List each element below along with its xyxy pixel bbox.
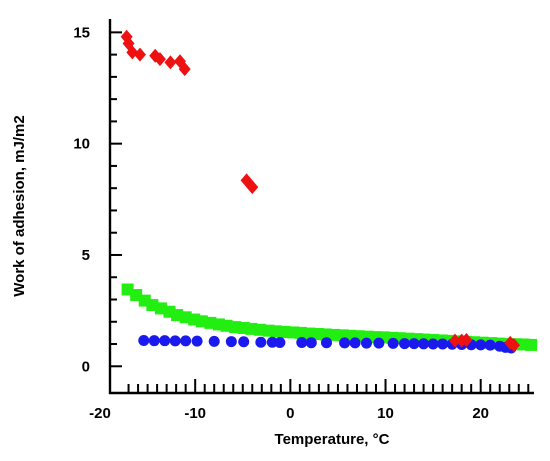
data-point-circle: [321, 337, 333, 349]
data-point-circle: [408, 338, 420, 350]
data-point-circle: [305, 337, 317, 349]
data-point-diamond: [246, 180, 259, 195]
data-point-circle: [484, 339, 496, 351]
data-point-diamond: [460, 333, 473, 348]
data-point-circle: [349, 337, 361, 349]
data-point-circle: [148, 335, 160, 347]
data-point-circle: [427, 338, 439, 350]
data-point-diamond: [178, 62, 191, 77]
x-axis-ticks: -20 -10 0 10 20: [89, 379, 530, 422]
data-point-diamond: [133, 47, 146, 62]
y-tick-label: 10: [73, 136, 90, 153]
y-tick-label: 5: [82, 247, 90, 264]
data-point-circle: [169, 335, 181, 347]
data-point-circle: [191, 335, 203, 347]
x-tick-label: -20: [89, 405, 111, 422]
plot-marks: [120, 29, 538, 354]
y-axis-title: Work of adhesion, mJ/m2: [11, 115, 28, 296]
axes: 0 5 10 15 -20 -10 0 10 20: [73, 19, 534, 422]
data-point-diamond: [164, 55, 177, 70]
data-point-circle: [399, 338, 411, 350]
data-point-circle: [387, 337, 399, 349]
y-tick-label: 15: [73, 24, 90, 41]
data-point-circle: [138, 334, 150, 346]
data-point-circle: [475, 339, 487, 351]
data-point-circle: [274, 336, 286, 348]
data-point-square: [253, 323, 266, 336]
data-point-circle: [238, 336, 250, 348]
y-tick-label: 0: [82, 358, 90, 375]
data-point-circle: [208, 335, 220, 347]
data-point-diamond: [153, 52, 166, 67]
data-point-circle: [339, 337, 351, 349]
x-tick-label: 10: [377, 405, 394, 422]
data-point-diamond: [449, 333, 462, 348]
data-point-circle: [360, 337, 372, 349]
data-point-circle: [255, 336, 267, 348]
data-point-square: [525, 338, 538, 351]
data-point-circle: [225, 336, 237, 348]
data-point-diamond: [173, 54, 186, 69]
data-point-circle: [418, 338, 430, 350]
data-point-circle: [296, 336, 308, 348]
data-point-circle: [180, 335, 192, 347]
data-point-diamond: [508, 338, 521, 353]
x-tick-label: 20: [472, 405, 489, 422]
y-axis-ticks: 0 5 10 15: [73, 24, 122, 375]
x-axis-title: Temperature, °C: [275, 431, 390, 448]
data-point-circle: [159, 335, 171, 347]
x-tick-label: 0: [286, 405, 294, 422]
data-point-circle: [373, 337, 385, 349]
data-point-circle: [437, 338, 449, 350]
x-tick-label: -10: [184, 405, 206, 422]
